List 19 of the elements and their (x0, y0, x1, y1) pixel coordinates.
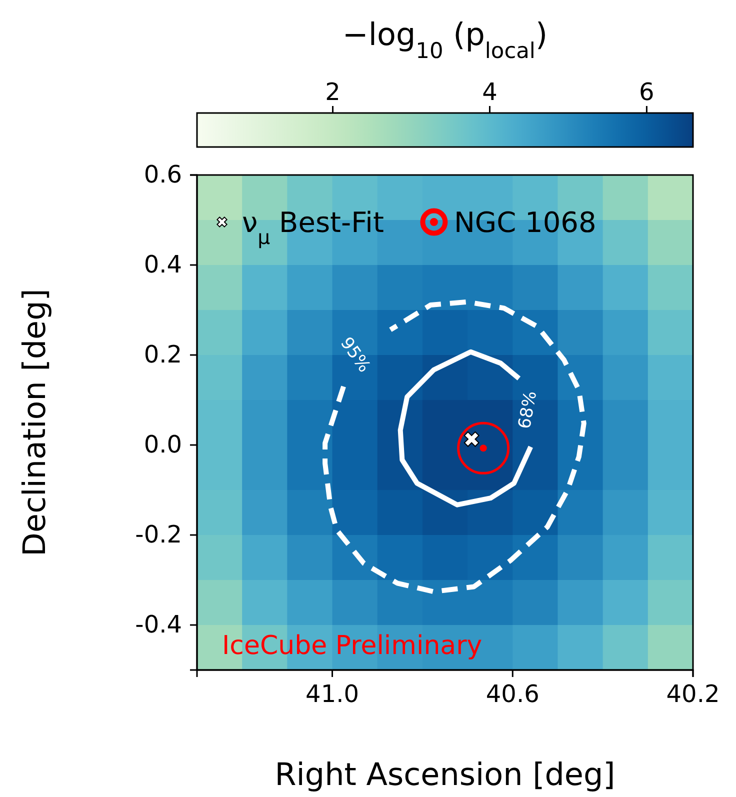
y-tick-label: -0.4 (135, 610, 182, 639)
y-axis-title: Declination [deg] (17, 288, 53, 556)
color-bar-title: −log$_{10}$ (p$_{local}$) (342, 17, 548, 64)
x-tick-label: 40.2 (666, 680, 720, 708)
x-tick-label: 41.0 (306, 680, 359, 708)
y-tick-label: 0.0 (144, 430, 182, 459)
legend-label: ν$_{μ}$ Best-Fit (242, 206, 384, 248)
annotation: IceCube Preliminary (222, 631, 482, 661)
annotation: 68% (514, 390, 541, 430)
color-bar-label: 2 (325, 78, 340, 106)
color-bar-label: 6 (639, 78, 654, 106)
y-tick-label: 0.6 (144, 160, 182, 189)
color-bar-label: 4 (482, 78, 498, 106)
y-tick-label: -0.2 (135, 520, 182, 549)
y-tick-label: 0.2 (144, 340, 182, 369)
y-tick-label: 0.4 (144, 250, 182, 279)
x-axis-title: Right Ascension [deg] (274, 757, 616, 793)
legend-label: NGC 1068 (454, 206, 596, 239)
x-tick-label: 40.6 (486, 680, 540, 708)
